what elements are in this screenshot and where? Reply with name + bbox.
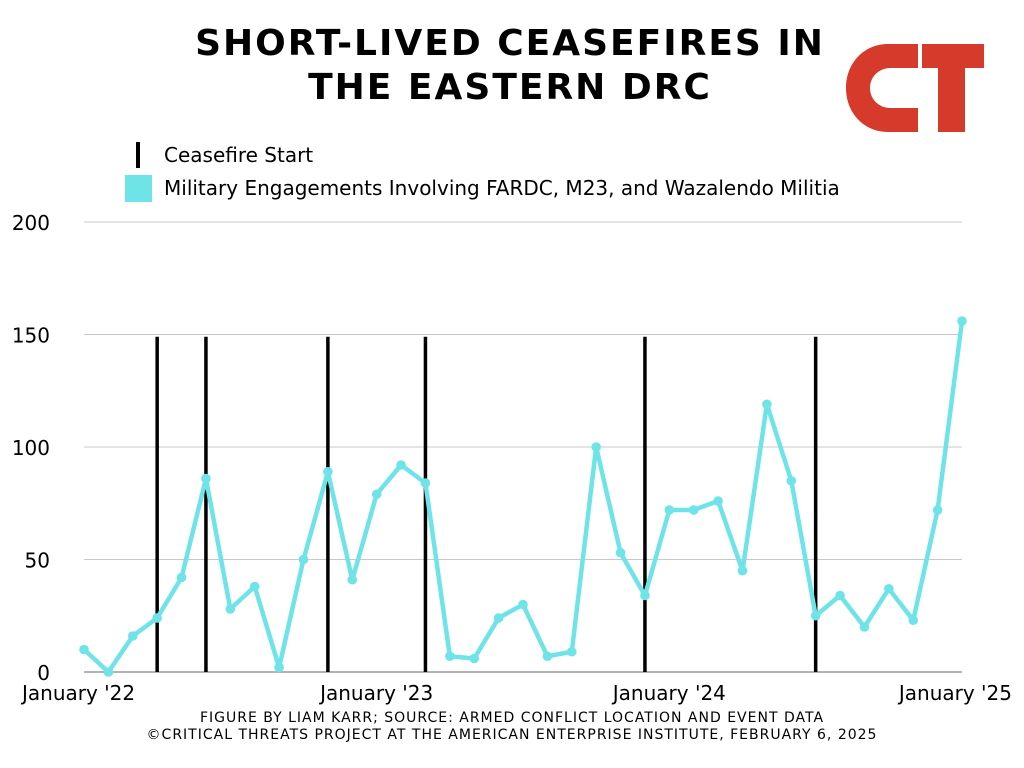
title-line-1: SHORT-LIVED CEASEFIRES IN xyxy=(195,23,825,64)
data-point xyxy=(688,505,699,515)
data-point xyxy=(932,505,943,515)
data-point xyxy=(640,590,650,601)
data-point xyxy=(884,583,894,594)
y-tick-label: 100 xyxy=(12,436,50,460)
series-line xyxy=(81,318,965,675)
data-point xyxy=(908,615,919,626)
series xyxy=(79,316,967,677)
x-tick-label: January '23 xyxy=(318,681,433,705)
data-point xyxy=(469,653,480,664)
data-point xyxy=(201,473,211,484)
data-point xyxy=(79,644,89,655)
data-point xyxy=(786,475,797,486)
chart-title: SHORT-LIVED CEASEFIRES IN THE EASTERN DR… xyxy=(140,22,880,110)
y-tick-label: 200 xyxy=(12,211,50,235)
data-point xyxy=(566,646,577,657)
legend-label-engagements: Military Engagements Involving FARDC, M2… xyxy=(164,176,840,200)
data-point xyxy=(664,505,675,515)
x-tick-label: January '24 xyxy=(611,681,726,705)
data-point xyxy=(713,496,723,506)
data-point xyxy=(371,489,382,500)
data-point xyxy=(347,574,358,585)
data-point xyxy=(957,316,967,326)
data-point xyxy=(249,581,260,592)
ceasefire-swatch xyxy=(124,142,152,168)
y-tick-label: 50 xyxy=(25,549,50,573)
data-point xyxy=(835,590,845,601)
legend-item-ceasefire: Ceasefire Start xyxy=(124,141,313,169)
data-point xyxy=(396,460,406,470)
data-point xyxy=(615,547,626,558)
data-point xyxy=(274,662,284,673)
legend-label-ceasefire: Ceasefire Start xyxy=(164,143,314,167)
data-point xyxy=(737,565,748,576)
y-tick-label: 150 xyxy=(12,324,50,348)
x-tick-label: January '25 xyxy=(897,681,1012,705)
footer: FIGURE BY LIAM KARR; SOURCE: ARMED CONFL… xyxy=(0,710,1024,744)
data-point xyxy=(152,613,162,623)
footer-credit: FIGURE BY LIAM KARR; SOURCE: ARMED CONFL… xyxy=(199,710,825,726)
data-point xyxy=(445,651,455,662)
data-point xyxy=(762,399,772,410)
data-point xyxy=(542,651,553,662)
data-point xyxy=(518,599,528,610)
data-point xyxy=(420,478,431,488)
data-point xyxy=(810,610,821,621)
data-point xyxy=(323,466,333,477)
data-point xyxy=(591,442,601,452)
y-axis-ticks: 0 50 100 150 200 xyxy=(12,211,50,685)
title-line-2: THE EASTERN DRC xyxy=(308,67,712,108)
data-point xyxy=(298,554,309,565)
data-point xyxy=(859,622,870,632)
footer-copyright: ©CRITICAL THREATS PROJECT AT THE AMERICA… xyxy=(146,727,878,743)
x-axis-ticks: January '22 January '23 January '24 January… xyxy=(20,681,1012,705)
ct-logo: CT xyxy=(846,44,984,132)
data-point xyxy=(493,613,504,623)
data-point xyxy=(103,667,114,677)
x-tick-label: January '22 xyxy=(20,681,135,705)
y-tick-label: 0 xyxy=(37,661,50,685)
data-point xyxy=(225,604,236,614)
data-point xyxy=(127,631,138,641)
engagements-swatch xyxy=(124,174,152,202)
data-point xyxy=(176,572,187,583)
legend-item-engagements: Military Engagements Involving FARDC, M2… xyxy=(124,174,840,202)
